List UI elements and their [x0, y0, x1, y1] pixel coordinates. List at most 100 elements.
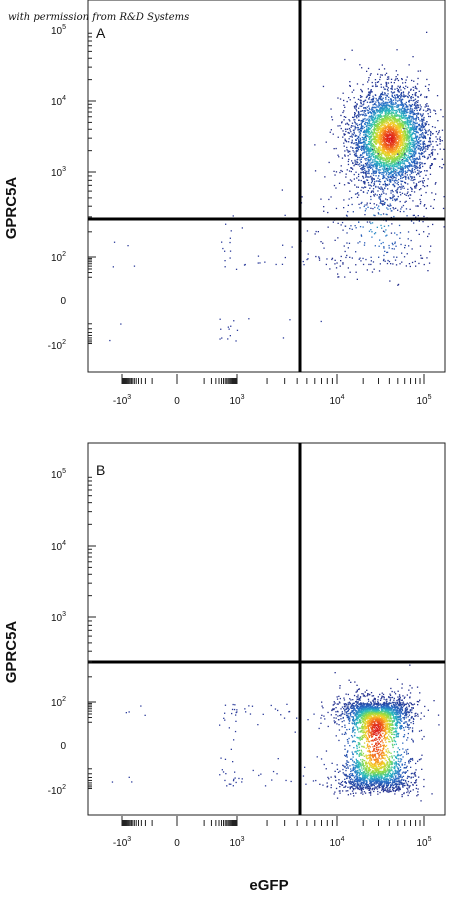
panel-a-event-dot	[397, 163, 399, 166]
panel-a-event-dot	[368, 141, 371, 143]
panel-a-event-dot	[386, 88, 389, 91]
panel-a-event-dot	[393, 141, 395, 144]
panel-a-event-dot	[363, 144, 365, 146]
panel-a-event-dot	[385, 84, 388, 86]
panel-a-event-dot	[318, 256, 320, 258]
panel-a-event-dot	[398, 164, 400, 166]
panel-a-event-dot	[390, 151, 392, 153]
panel-a-event-dot	[380, 139, 382, 141]
panel-a-event-dot	[401, 117, 403, 119]
panel-a-event-dot	[348, 242, 351, 244]
panel-a-event-dot	[378, 68, 380, 70]
panel-a-event-dot	[395, 129, 397, 132]
panel-a-event-dot	[370, 135, 372, 138]
panel-a-event-dot	[355, 115, 357, 118]
panel-a-event-dot	[373, 153, 375, 155]
panel-a-event-dot	[402, 86, 405, 89]
panel-a-event-dot	[357, 156, 359, 158]
panel-a-event-dot	[361, 148, 363, 150]
panel-a-event-dot	[392, 177, 394, 180]
panel-a-event-dot	[349, 84, 351, 87]
panel-a-event-dot	[366, 202, 368, 204]
panel-a-event-dot	[302, 260, 304, 263]
panel-a-event-dot	[349, 227, 351, 230]
panel-a-event-dot	[405, 132, 407, 134]
panel-a-event-dot	[368, 98, 370, 100]
panel-a-event-dot	[356, 193, 358, 195]
panel-a-event-dot	[397, 122, 399, 124]
panel-a-event-dot	[385, 107, 387, 109]
panel-a-event-dot	[391, 131, 393, 134]
panel-a-event-dot	[415, 137, 417, 139]
panel-a-event-dot	[421, 257, 424, 259]
panel-b-event-dot	[395, 764, 397, 767]
panel-a-event-dot	[371, 222, 374, 224]
panel-a-event-dot	[390, 123, 392, 125]
panel-a-event-dot	[407, 93, 409, 95]
panel-a-event-dot	[372, 261, 375, 263]
panel-a-event-dot	[348, 138, 350, 140]
panel-a-event-dot	[415, 138, 418, 140]
panel-a-event-dot	[408, 136, 410, 138]
panel-a-event-dot	[382, 151, 384, 153]
panel-a-event-dot	[369, 108, 371, 111]
panel-a-event-dot	[396, 131, 399, 133]
panel-a-event-dot	[368, 147, 370, 150]
panel-a-event-dot	[419, 134, 421, 136]
panel-a-event-dot	[380, 121, 382, 123]
panel-a-event-dot	[385, 168, 387, 170]
panel-a-event-dot	[385, 98, 387, 100]
panel-a-event-dot	[396, 189, 398, 191]
panel-a-event-dot	[385, 105, 388, 107]
panel-a-event-dot	[414, 130, 417, 132]
panel-a-event-dot	[426, 103, 428, 105]
panel-a-event-dot	[382, 129, 384, 132]
panel-a-event-dot	[398, 224, 401, 227]
panel-a-event-dot	[384, 112, 386, 114]
panel-a-event-dot	[423, 136, 425, 139]
panel-a-event-dot	[375, 160, 377, 162]
panel-a-event-dot	[342, 262, 344, 264]
panel-a-event-dot	[416, 136, 419, 138]
panel-a-event-dot	[395, 99, 397, 101]
panel-a-event-dot	[400, 183, 402, 185]
panel-a-event-dot	[374, 181, 376, 183]
panel-a-event-dot	[380, 143, 382, 146]
panel-a-event-dot	[396, 131, 398, 133]
panel-a-event-dot	[369, 166, 372, 168]
panel-a-event-dot	[347, 204, 349, 206]
panel-a-event-dot	[381, 111, 383, 113]
panel-a-event-dot	[359, 105, 361, 107]
panel-a-event-dot	[344, 150, 346, 152]
panel-a-event-dot	[362, 175, 364, 177]
panel-a-event-dot	[390, 146, 392, 148]
panel-a-event-dot	[417, 96, 419, 98]
panel-a-event-dot	[379, 147, 381, 149]
panel-a-event-dot	[371, 107, 373, 109]
panel-a-event-dot	[382, 109, 384, 111]
panel-a-event-dot	[404, 133, 407, 135]
panel-a-event-dot	[399, 232, 402, 234]
panel-a-event-dot	[386, 178, 388, 180]
panel-a-event-dot	[397, 127, 399, 129]
panel-a-event-dot	[372, 146, 374, 148]
panel-a-event-dot	[433, 199, 435, 201]
panel-a-event-dot	[403, 123, 406, 125]
panel-a-event-dot	[411, 108, 414, 110]
panel-b-event-dot	[386, 755, 388, 757]
panel-a-event-dot	[366, 221, 369, 223]
panel-a-event-dot	[376, 163, 378, 165]
panel-a-event-dot	[414, 98, 417, 100]
panel-a-event-dot	[399, 134, 402, 137]
panel-a-event-dot	[421, 180, 423, 182]
panel-a-event-dot	[342, 92, 344, 94]
panel-b-event-dot	[369, 769, 371, 771]
panel-a-event-dot	[419, 203, 422, 205]
panel-a-event-dot	[366, 163, 368, 165]
panel-a-event-dot	[400, 104, 402, 106]
panel-b-event-dot	[389, 730, 391, 733]
panel-a-event-dot	[406, 150, 408, 152]
panel-a-event-dot	[332, 133, 334, 135]
panel-a-event-dot	[328, 198, 330, 201]
panel-a-event-dot	[363, 205, 365, 208]
